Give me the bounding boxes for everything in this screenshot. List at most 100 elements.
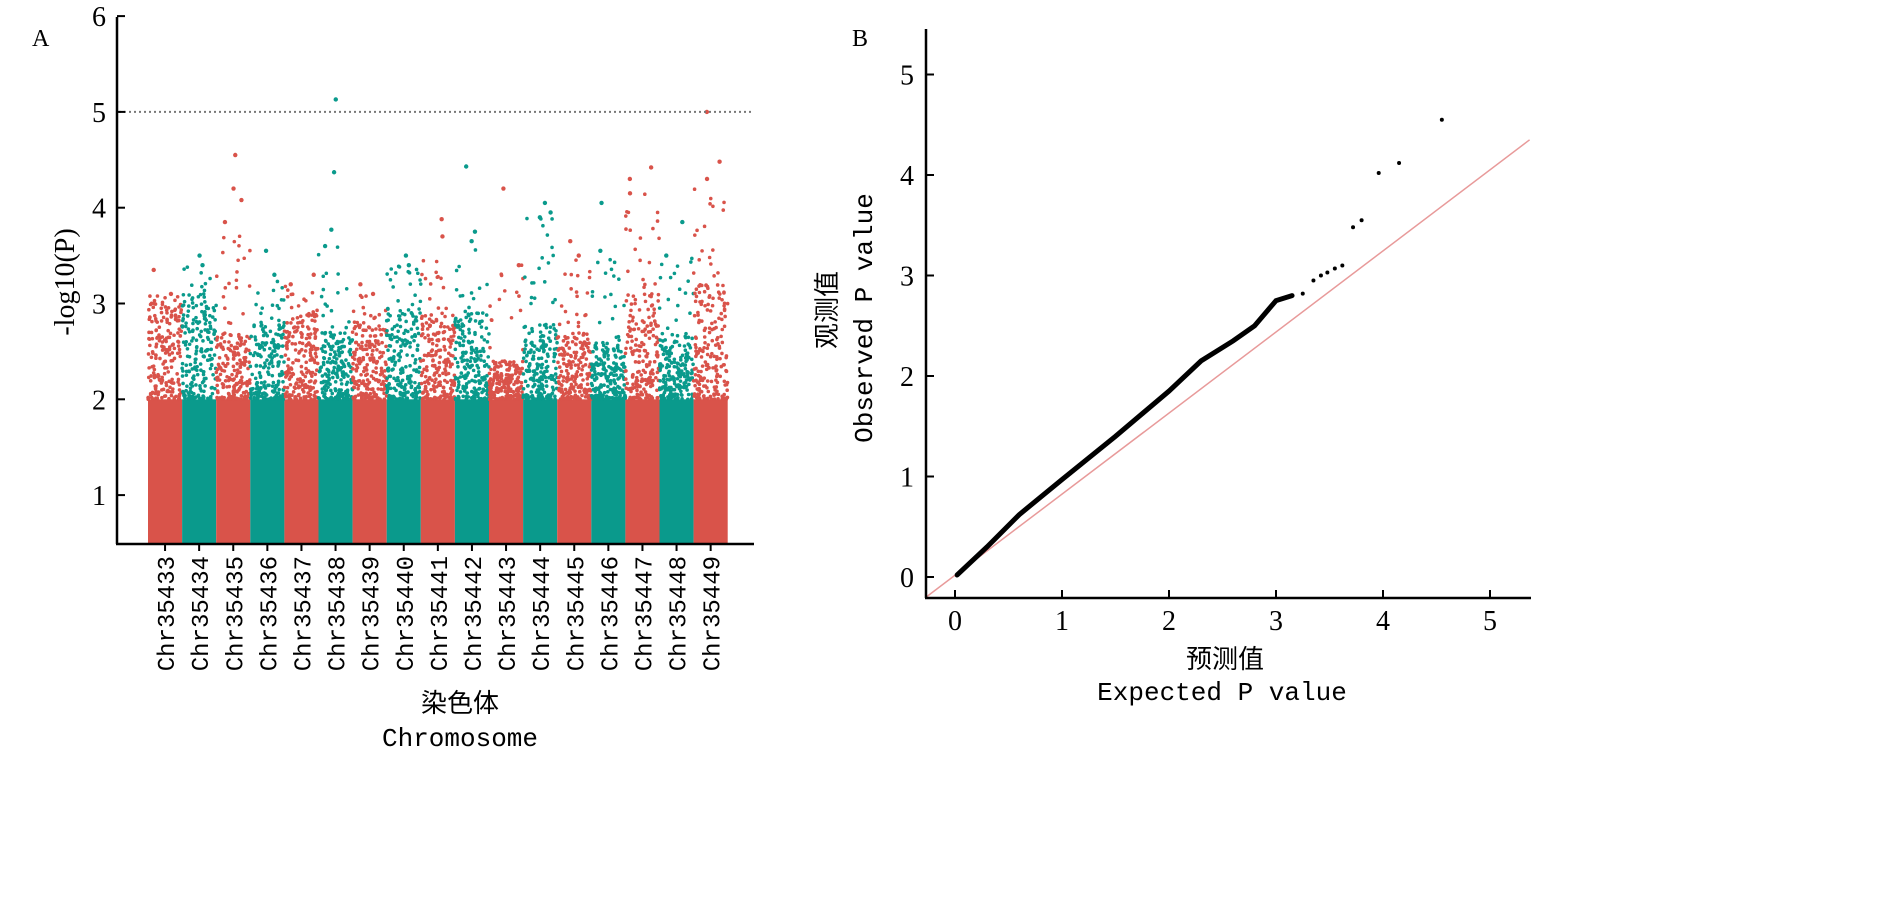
snp-point xyxy=(495,386,499,390)
snp-point xyxy=(149,355,154,360)
snp-point xyxy=(651,226,655,231)
snp-point xyxy=(290,341,295,346)
snp-point xyxy=(676,361,680,366)
snp-point xyxy=(226,378,231,383)
snp-point xyxy=(593,393,598,398)
snp-point xyxy=(347,397,352,402)
snp-point xyxy=(263,342,268,347)
snp-point xyxy=(669,385,673,390)
snp-point xyxy=(616,349,621,353)
snp-point xyxy=(469,291,474,295)
snp-point xyxy=(469,395,474,400)
snp-point xyxy=(644,362,649,367)
snp-point xyxy=(499,373,504,378)
snp-point xyxy=(160,340,165,344)
snp-point xyxy=(631,352,635,357)
snp-point xyxy=(328,330,333,335)
snp-point xyxy=(178,354,183,359)
snp-point xyxy=(277,373,282,378)
x-tick-label: 1 xyxy=(1055,606,1069,637)
snp-point xyxy=(399,385,404,389)
peak-snp-point xyxy=(627,191,633,196)
snp-point xyxy=(319,346,324,351)
snp-point xyxy=(624,377,628,381)
snp-point xyxy=(451,338,455,343)
snp-point xyxy=(453,317,458,322)
snp-point xyxy=(561,397,566,401)
snp-point xyxy=(363,382,367,387)
snp-point xyxy=(410,302,415,307)
panel-label-a: A xyxy=(32,26,50,52)
snp-point xyxy=(194,303,199,308)
snp-point xyxy=(672,360,677,365)
snp-point xyxy=(702,224,707,229)
snp-point xyxy=(514,290,519,295)
snp-point xyxy=(521,386,526,391)
snp-point xyxy=(374,370,378,375)
snp-point xyxy=(418,299,423,304)
snp-point xyxy=(177,347,182,352)
snp-point xyxy=(569,272,574,277)
snp-point xyxy=(662,384,667,389)
snp-point xyxy=(222,339,227,344)
snp-point xyxy=(287,371,292,375)
snp-point xyxy=(285,390,289,394)
snp-point xyxy=(449,341,453,346)
snp-point xyxy=(385,272,389,276)
snp-point xyxy=(684,378,689,382)
snp-point xyxy=(285,385,290,390)
snp-point xyxy=(531,378,535,382)
snp-point xyxy=(208,276,212,281)
snp-point xyxy=(176,339,180,344)
snp-point xyxy=(409,310,414,315)
snp-point xyxy=(273,346,278,350)
qq-point xyxy=(1311,278,1316,283)
snp-point xyxy=(626,210,631,215)
snp-point xyxy=(441,371,445,376)
snp-point xyxy=(538,323,542,327)
snp-point xyxy=(369,374,374,378)
snp-point xyxy=(437,383,441,387)
x-tick-label: Chr35436 xyxy=(257,556,284,671)
snp-point xyxy=(532,296,537,300)
snp-point xyxy=(630,318,635,323)
snp-point xyxy=(352,320,357,324)
snp-point xyxy=(423,335,427,340)
snp-point xyxy=(354,369,359,373)
snp-point xyxy=(321,362,326,367)
snp-point xyxy=(399,349,404,353)
snp-point xyxy=(221,361,225,366)
snp-point xyxy=(403,382,408,387)
x-axis-label-cn: 染色体 xyxy=(421,689,499,718)
snp-point xyxy=(373,315,377,320)
snp-point xyxy=(710,321,714,326)
snp-point xyxy=(223,306,227,311)
snp-point xyxy=(190,367,195,371)
snp-point xyxy=(433,380,437,385)
snp-point xyxy=(453,397,458,402)
snp-point xyxy=(181,303,186,307)
snp-point xyxy=(420,370,425,375)
snp-point xyxy=(328,352,333,357)
snp-point xyxy=(572,335,577,340)
snp-point xyxy=(472,386,477,390)
peak-snp-point xyxy=(599,200,604,206)
snp-point xyxy=(672,387,677,392)
snp-point xyxy=(362,311,367,316)
snp-point xyxy=(698,374,702,379)
snp-point xyxy=(160,395,164,400)
snp-point xyxy=(242,395,246,400)
snp-point xyxy=(537,379,541,384)
snp-point xyxy=(653,322,658,327)
snp-point xyxy=(366,387,371,391)
snp-point xyxy=(585,332,589,336)
snp-point xyxy=(404,319,408,324)
snp-point xyxy=(306,332,310,337)
snp-point xyxy=(575,312,579,317)
snp-point xyxy=(703,360,708,364)
snp-point xyxy=(297,340,302,345)
snp-point xyxy=(641,277,645,282)
snp-point xyxy=(307,327,311,331)
snp-point xyxy=(722,308,727,313)
snp-point xyxy=(392,349,397,353)
